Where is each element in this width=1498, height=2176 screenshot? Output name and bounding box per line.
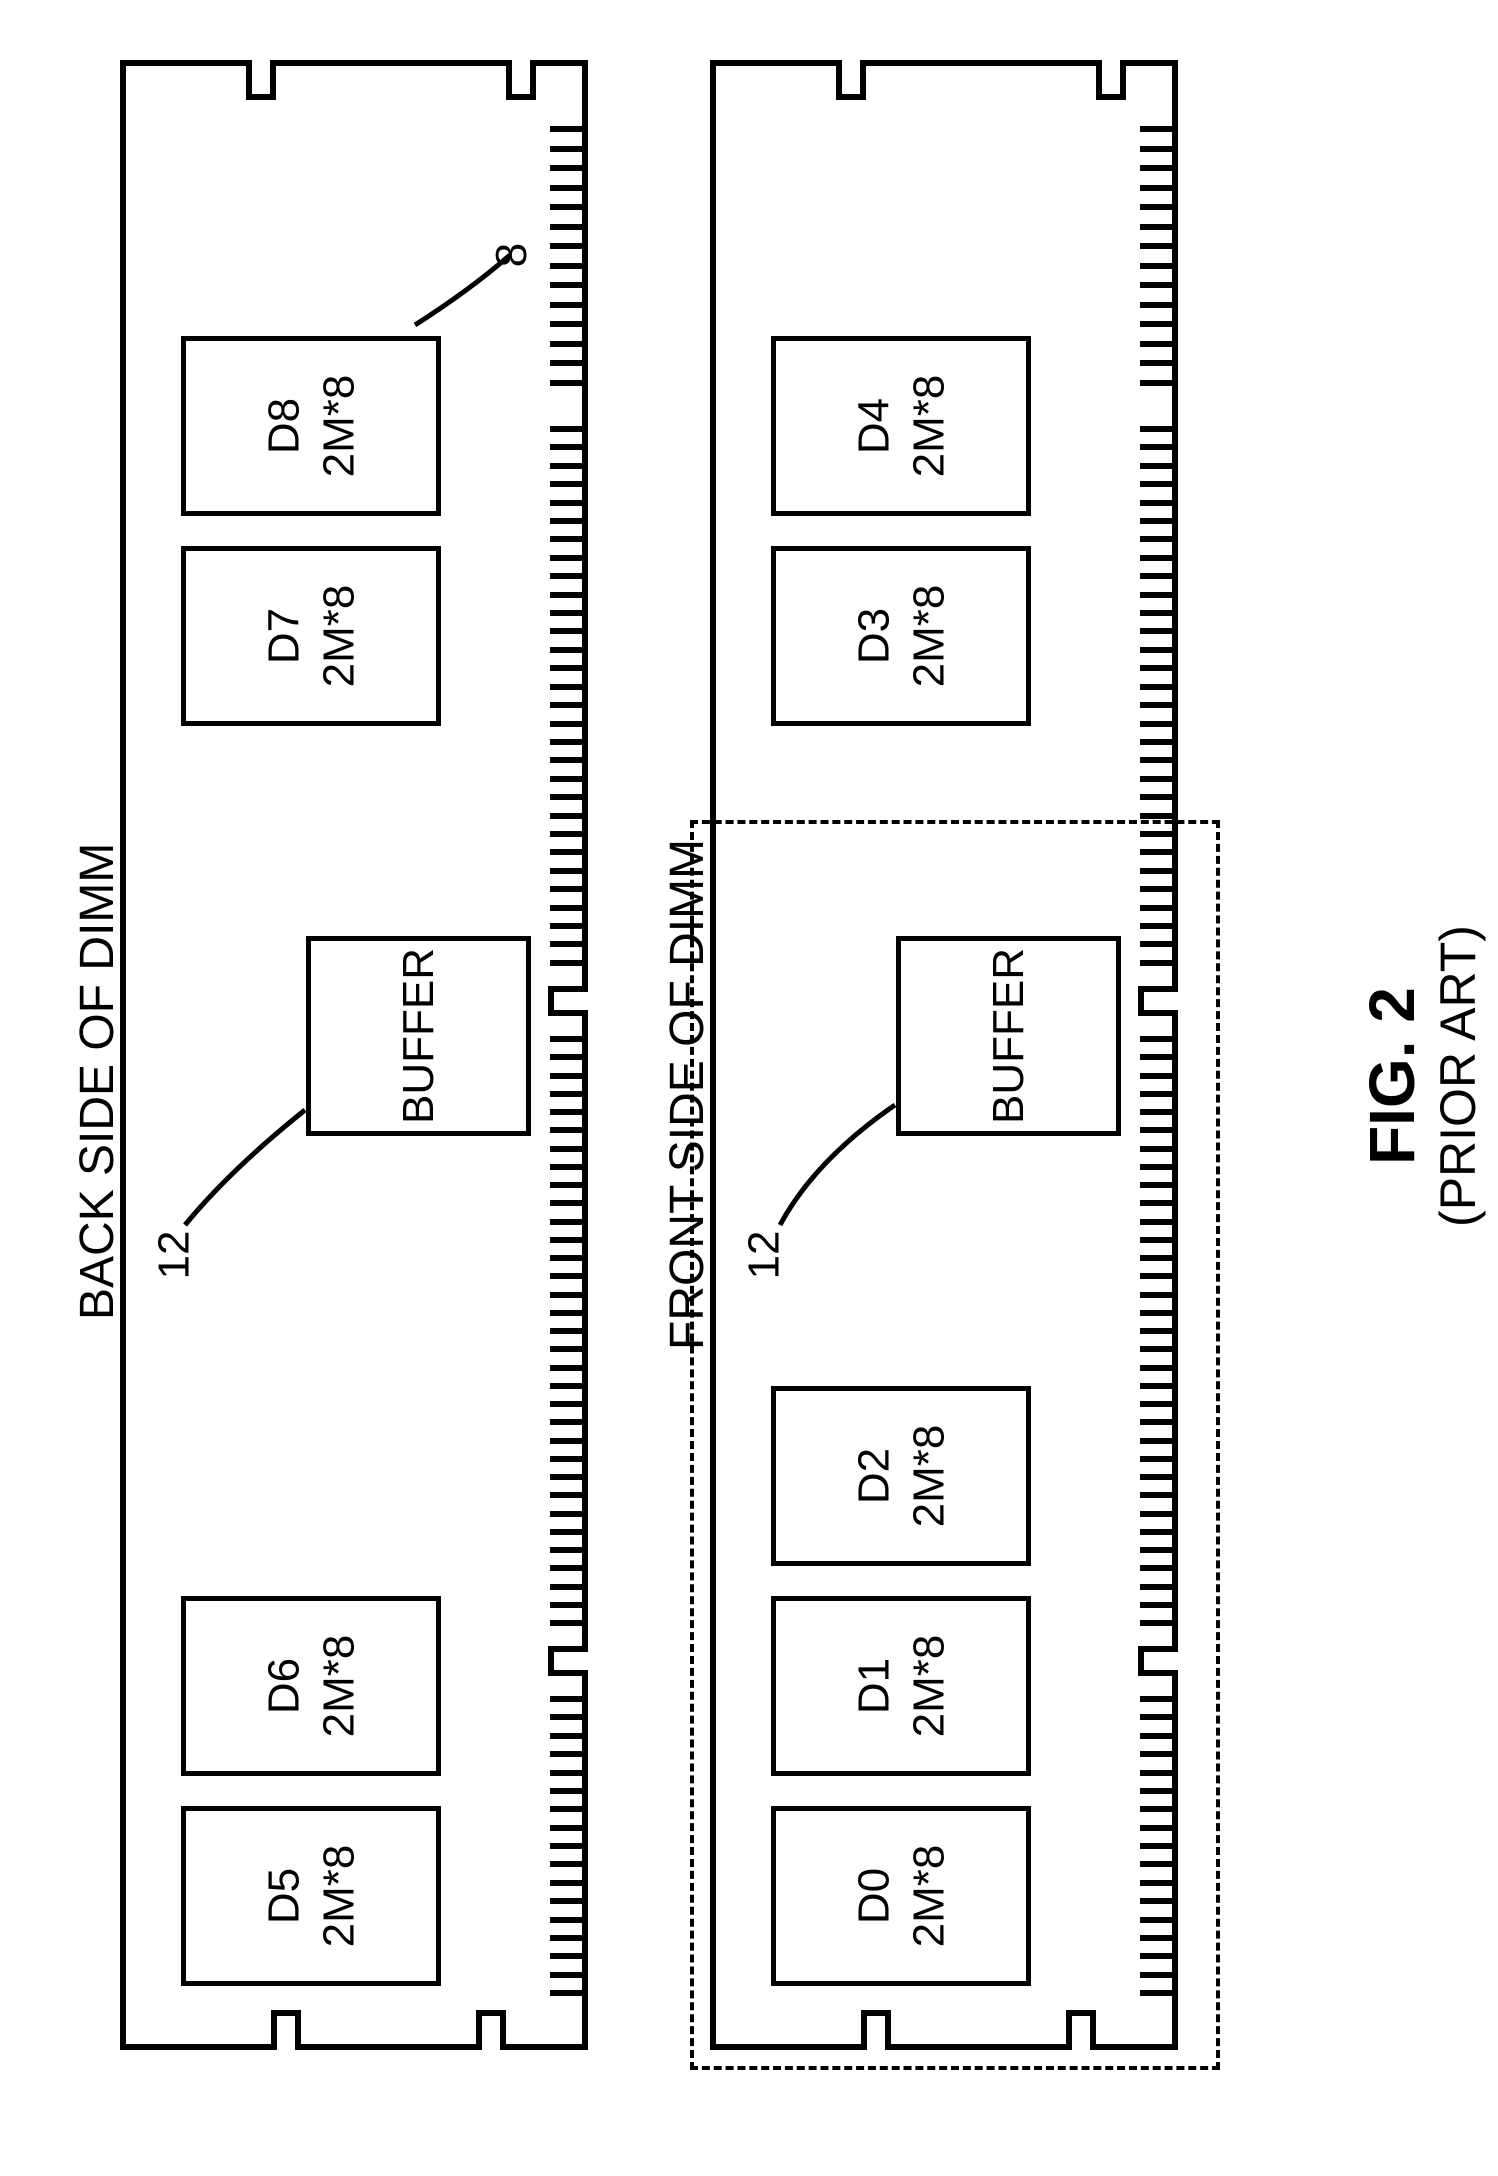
- edge-pins: [550, 426, 588, 966]
- ref-12-back: 12: [149, 1231, 199, 1280]
- buffer-chip-back: BUFFER: [306, 936, 531, 1136]
- chip-d7: D72M*8: [181, 546, 441, 726]
- edge-pins: [550, 126, 588, 386]
- leader-line: [410, 250, 520, 340]
- back-dimm-board: D52M*8 D62M*8 BUFFER D72M*8 D82M*8: [120, 60, 588, 2050]
- chip-label: D42M*8: [846, 375, 956, 478]
- chip-d6: D62M*8: [181, 1596, 441, 1776]
- chip-label: D52M*8: [256, 1845, 366, 1948]
- edge-pins: [550, 1036, 588, 1626]
- diagram-canvas: BACK SIDE OF DIMM D52M*8 D62M*8 BUFFER: [40, 40, 1458, 2136]
- notch: [506, 60, 536, 100]
- chip-d4: D42M*8: [771, 336, 1031, 516]
- notch: [271, 2010, 301, 2050]
- chip-d5: D52M*8: [181, 1806, 441, 1986]
- figure-subcaption: (PRIOR ART): [1429, 925, 1487, 1227]
- key-notch: [548, 986, 588, 1016]
- chip-label: D72M*8: [256, 585, 366, 688]
- chip-label: D82M*8: [256, 375, 366, 478]
- highlight-region: [690, 820, 1220, 2070]
- notch: [476, 2010, 506, 2050]
- key-notch: [548, 1646, 588, 1676]
- figure-number: FIG. 2: [1355, 925, 1429, 1227]
- chip-label: D62M*8: [256, 1635, 366, 1738]
- chip-d8: D82M*8: [181, 336, 441, 516]
- edge-pins: [1140, 126, 1178, 386]
- buffer-label: BUFFER: [394, 948, 444, 1124]
- ref-12-front: 12: [739, 1231, 789, 1280]
- edge-pins: [550, 1696, 588, 1996]
- chip-label: D32M*8: [846, 585, 956, 688]
- notch: [836, 60, 866, 100]
- back-side-label: BACK SIDE OF DIMM: [70, 843, 125, 1320]
- leader-line: [775, 1090, 905, 1230]
- figure-caption: FIG. 2 (PRIOR ART): [1355, 925, 1487, 1227]
- chip-d3: D32M*8: [771, 546, 1031, 726]
- notch: [1096, 60, 1126, 100]
- leader-line: [180, 1090, 320, 1230]
- notch: [246, 60, 276, 100]
